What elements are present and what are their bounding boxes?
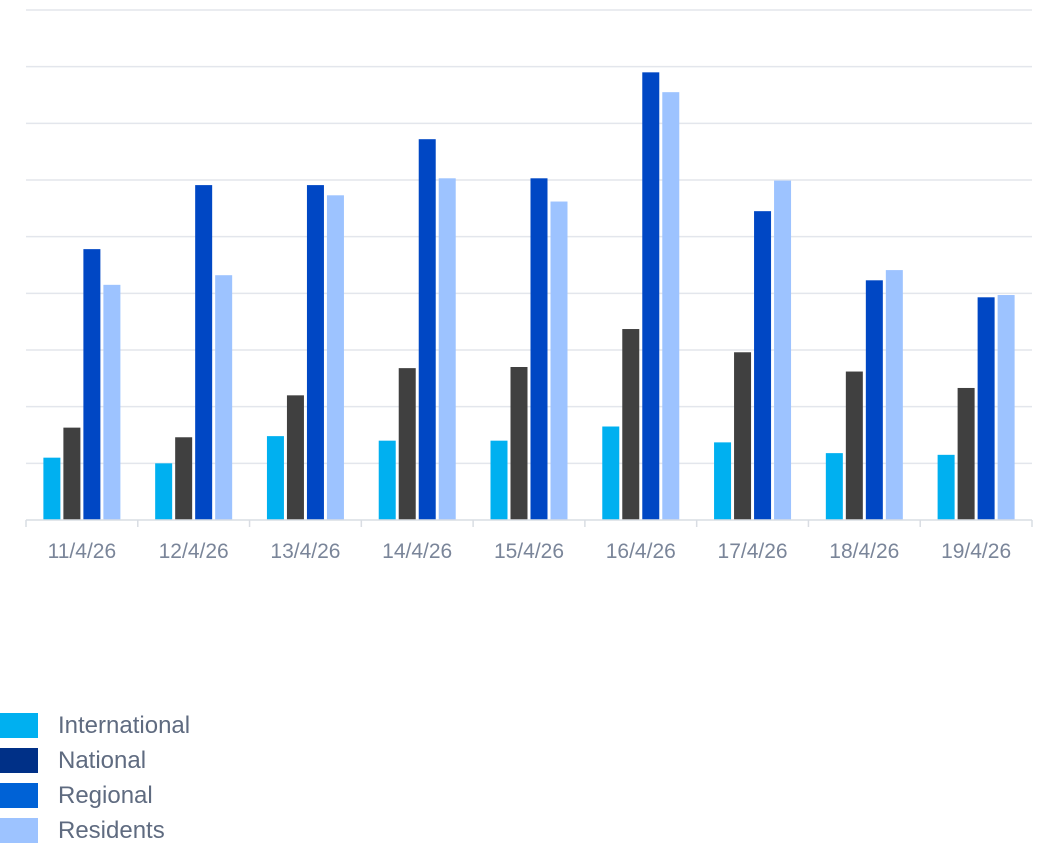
bar-regional bbox=[83, 249, 101, 520]
bar-regional bbox=[977, 297, 995, 520]
legend-item-international: International bbox=[0, 708, 190, 743]
legend-swatch-international bbox=[0, 713, 38, 738]
bar-national bbox=[286, 395, 304, 520]
bar-national bbox=[510, 367, 528, 520]
bar-national bbox=[175, 437, 193, 520]
bar-international bbox=[266, 436, 284, 520]
bar-regional bbox=[865, 280, 883, 520]
bar-national bbox=[63, 427, 81, 520]
x-tick-label: 17/4/26 bbox=[718, 540, 788, 563]
bar-chart: 11/4/26 12/4/26 13/4/26 14/4/26 15/4/26 16/4/… bbox=[25, 9, 1033, 563]
legend-swatch-national bbox=[0, 748, 38, 773]
x-tick-label: 19/4/26 bbox=[941, 540, 1011, 563]
bar-national bbox=[622, 329, 640, 520]
bar-residents bbox=[438, 178, 456, 521]
bar-regional bbox=[195, 185, 213, 520]
x-tick-label: 14/4/26 bbox=[382, 540, 452, 563]
bar-international bbox=[825, 453, 843, 520]
x-tick-label: 15/4/26 bbox=[494, 540, 564, 563]
bar-residents bbox=[103, 284, 121, 520]
bar-international bbox=[714, 442, 732, 520]
x-tick-label: 16/4/26 bbox=[606, 540, 676, 563]
legend-item-residents: Residents bbox=[0, 813, 190, 848]
legend-item-national: National bbox=[0, 743, 190, 778]
bars bbox=[43, 72, 1015, 521]
legend-swatch-residents bbox=[0, 818, 38, 843]
bar-international bbox=[602, 426, 620, 520]
x-tick-label: 13/4/26 bbox=[270, 540, 340, 563]
gridlines bbox=[26, 9, 1032, 465]
x-axis: 11/4/26 12/4/26 13/4/26 14/4/26 15/4/26 16/4/… bbox=[25, 519, 1033, 563]
bar-international bbox=[378, 440, 396, 520]
legend-label-regional: Regional bbox=[58, 781, 153, 809]
legend-swatch-regional bbox=[0, 783, 38, 808]
x-tick-label: 18/4/26 bbox=[829, 540, 899, 563]
bar-residents bbox=[662, 92, 680, 521]
bar-international bbox=[937, 454, 955, 520]
legend-label-residents: Residents bbox=[58, 816, 165, 844]
bar-international bbox=[43, 457, 61, 520]
bar-international bbox=[155, 463, 173, 520]
bar-residents bbox=[550, 201, 568, 521]
bar-regional bbox=[642, 72, 660, 520]
bar-regional bbox=[530, 178, 548, 521]
x-tick-label: 12/4/26 bbox=[159, 540, 229, 563]
bar-residents bbox=[997, 295, 1015, 520]
bar-regional bbox=[754, 211, 772, 520]
bar-national bbox=[734, 352, 752, 520]
bar-residents bbox=[215, 275, 233, 520]
legend-item-regional: Regional bbox=[0, 778, 190, 813]
bar-national bbox=[957, 387, 975, 520]
bar-national bbox=[845, 371, 863, 520]
legend-label-national: National bbox=[58, 746, 147, 774]
bar-international bbox=[490, 440, 508, 520]
bar-regional bbox=[418, 139, 436, 520]
legend-label-international: International bbox=[58, 711, 191, 739]
x-tick-label: 11/4/26 bbox=[48, 540, 117, 563]
bar-residents bbox=[774, 180, 792, 521]
bar-residents bbox=[885, 270, 903, 520]
bar-regional bbox=[306, 185, 324, 520]
legend: International National Regional Resident… bbox=[0, 708, 190, 848]
bar-residents bbox=[326, 195, 344, 521]
bar-national bbox=[398, 368, 416, 520]
